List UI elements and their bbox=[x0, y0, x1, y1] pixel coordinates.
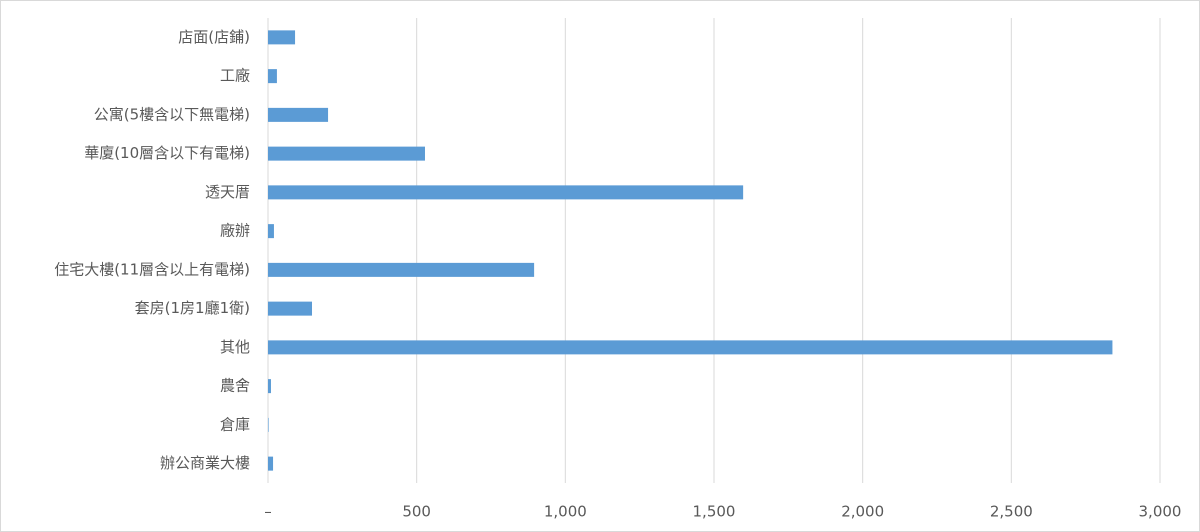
y-tick-label: 透天厝 bbox=[205, 183, 250, 201]
x-tick-label: 2,000 bbox=[841, 503, 884, 521]
y-tick-label: 套房(1房1廳1衛) bbox=[135, 299, 250, 317]
x-tick-label: 500 bbox=[402, 503, 431, 521]
x-tick-label: – bbox=[264, 503, 272, 521]
y-tick-label: 公寓(5樓含以下無電梯) bbox=[94, 105, 250, 123]
x-tick-label: 1,500 bbox=[693, 503, 736, 521]
bar bbox=[268, 146, 425, 161]
bar bbox=[268, 301, 313, 316]
y-tick-label: 店面(店鋪) bbox=[178, 28, 250, 46]
bar bbox=[268, 340, 1113, 355]
y-tick-label: 工廠 bbox=[220, 67, 250, 85]
y-tick-label: 住宅大樓(11層含以上有電梯) bbox=[54, 260, 250, 278]
bar bbox=[268, 379, 271, 394]
bar bbox=[268, 107, 329, 122]
bar bbox=[268, 69, 277, 84]
bar bbox=[268, 456, 274, 471]
x-tick-label: 3,000 bbox=[1139, 503, 1182, 521]
y-tick-label: 華廈(10層含以下有電梯) bbox=[84, 144, 250, 162]
y-tick-label: 其他 bbox=[220, 338, 250, 356]
bar bbox=[268, 417, 269, 432]
bar bbox=[268, 185, 744, 200]
bar bbox=[268, 262, 535, 277]
bar bbox=[268, 30, 296, 45]
x-tick-label: 1,000 bbox=[544, 503, 587, 521]
y-tick-label: 廠辦 bbox=[220, 222, 250, 240]
y-tick-label: 農舍 bbox=[220, 377, 250, 395]
y-tick-label: 倉庫 bbox=[220, 415, 250, 433]
x-tick-label: 2,500 bbox=[990, 503, 1033, 521]
y-tick-label: 辦公商業大樓 bbox=[160, 454, 250, 472]
bar bbox=[268, 224, 274, 239]
